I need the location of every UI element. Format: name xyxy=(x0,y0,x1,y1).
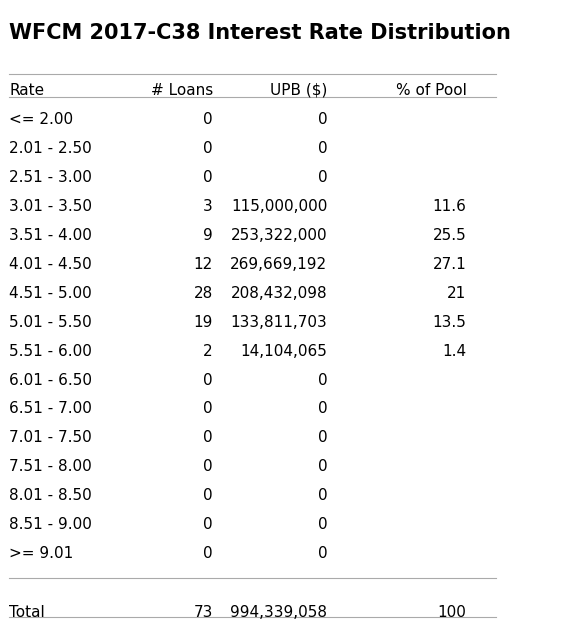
Text: WFCM 2017-C38 Interest Rate Distribution: WFCM 2017-C38 Interest Rate Distribution xyxy=(9,23,511,43)
Text: 0: 0 xyxy=(203,141,213,156)
Text: 133,811,703: 133,811,703 xyxy=(230,315,327,330)
Text: 25.5: 25.5 xyxy=(433,228,466,243)
Text: 19: 19 xyxy=(194,315,213,330)
Text: 2.01 - 2.50: 2.01 - 2.50 xyxy=(9,141,92,156)
Text: 3.51 - 4.00: 3.51 - 4.00 xyxy=(9,228,92,243)
Text: 2.51 - 3.00: 2.51 - 3.00 xyxy=(9,170,92,185)
Text: 0: 0 xyxy=(317,488,327,503)
Text: 0: 0 xyxy=(317,112,327,127)
Text: 4.01 - 4.50: 4.01 - 4.50 xyxy=(9,257,92,272)
Text: 12: 12 xyxy=(194,257,213,272)
Text: 7.01 - 7.50: 7.01 - 7.50 xyxy=(9,431,92,445)
Text: 0: 0 xyxy=(317,459,327,475)
Text: 0: 0 xyxy=(203,401,213,417)
Text: 2: 2 xyxy=(203,343,213,359)
Text: Rate: Rate xyxy=(9,83,44,97)
Text: 0: 0 xyxy=(203,517,213,532)
Text: 0: 0 xyxy=(203,459,213,475)
Text: 28: 28 xyxy=(194,286,213,301)
Text: 27.1: 27.1 xyxy=(433,257,466,272)
Text: 6.01 - 6.50: 6.01 - 6.50 xyxy=(9,373,92,387)
Text: 9: 9 xyxy=(203,228,213,243)
Text: 73: 73 xyxy=(194,605,213,620)
Text: 0: 0 xyxy=(203,112,213,127)
Text: 1.4: 1.4 xyxy=(442,343,466,359)
Text: 0: 0 xyxy=(317,373,327,387)
Text: 0: 0 xyxy=(317,170,327,185)
Text: # Loans: # Loans xyxy=(150,83,213,97)
Text: 0: 0 xyxy=(317,517,327,532)
Text: 0: 0 xyxy=(203,488,213,503)
Text: 115,000,000: 115,000,000 xyxy=(231,199,327,214)
Text: 0: 0 xyxy=(203,431,213,445)
Text: 21: 21 xyxy=(447,286,466,301)
Text: 3.01 - 3.50: 3.01 - 3.50 xyxy=(9,199,92,214)
Text: 994,339,058: 994,339,058 xyxy=(230,605,327,620)
Text: 8.51 - 9.00: 8.51 - 9.00 xyxy=(9,517,92,532)
Text: 5.01 - 5.50: 5.01 - 5.50 xyxy=(9,315,92,330)
Text: 11.6: 11.6 xyxy=(433,199,466,214)
Text: Total: Total xyxy=(9,605,45,620)
Text: UPB ($): UPB ($) xyxy=(270,83,327,97)
Text: 13.5: 13.5 xyxy=(433,315,466,330)
Text: 208,432,098: 208,432,098 xyxy=(231,286,327,301)
Text: 6.51 - 7.00: 6.51 - 7.00 xyxy=(9,401,92,417)
Text: 4.51 - 5.00: 4.51 - 5.00 xyxy=(9,286,92,301)
Text: 0: 0 xyxy=(317,141,327,156)
Text: 0: 0 xyxy=(203,546,213,561)
Text: 8.01 - 8.50: 8.01 - 8.50 xyxy=(9,488,92,503)
Text: 0: 0 xyxy=(203,170,213,185)
Text: <= 2.00: <= 2.00 xyxy=(9,112,74,127)
Text: 5.51 - 6.00: 5.51 - 6.00 xyxy=(9,343,92,359)
Text: 0: 0 xyxy=(317,431,327,445)
Text: 0: 0 xyxy=(317,401,327,417)
Text: 7.51 - 8.00: 7.51 - 8.00 xyxy=(9,459,92,475)
Text: 100: 100 xyxy=(438,605,466,620)
Text: >= 9.01: >= 9.01 xyxy=(9,546,74,561)
Text: 3: 3 xyxy=(203,199,213,214)
Text: 0: 0 xyxy=(203,373,213,387)
Text: 253,322,000: 253,322,000 xyxy=(231,228,327,243)
Text: 14,104,065: 14,104,065 xyxy=(241,343,327,359)
Text: 0: 0 xyxy=(317,546,327,561)
Text: 269,669,192: 269,669,192 xyxy=(230,257,327,272)
Text: % of Pool: % of Pool xyxy=(396,83,466,97)
